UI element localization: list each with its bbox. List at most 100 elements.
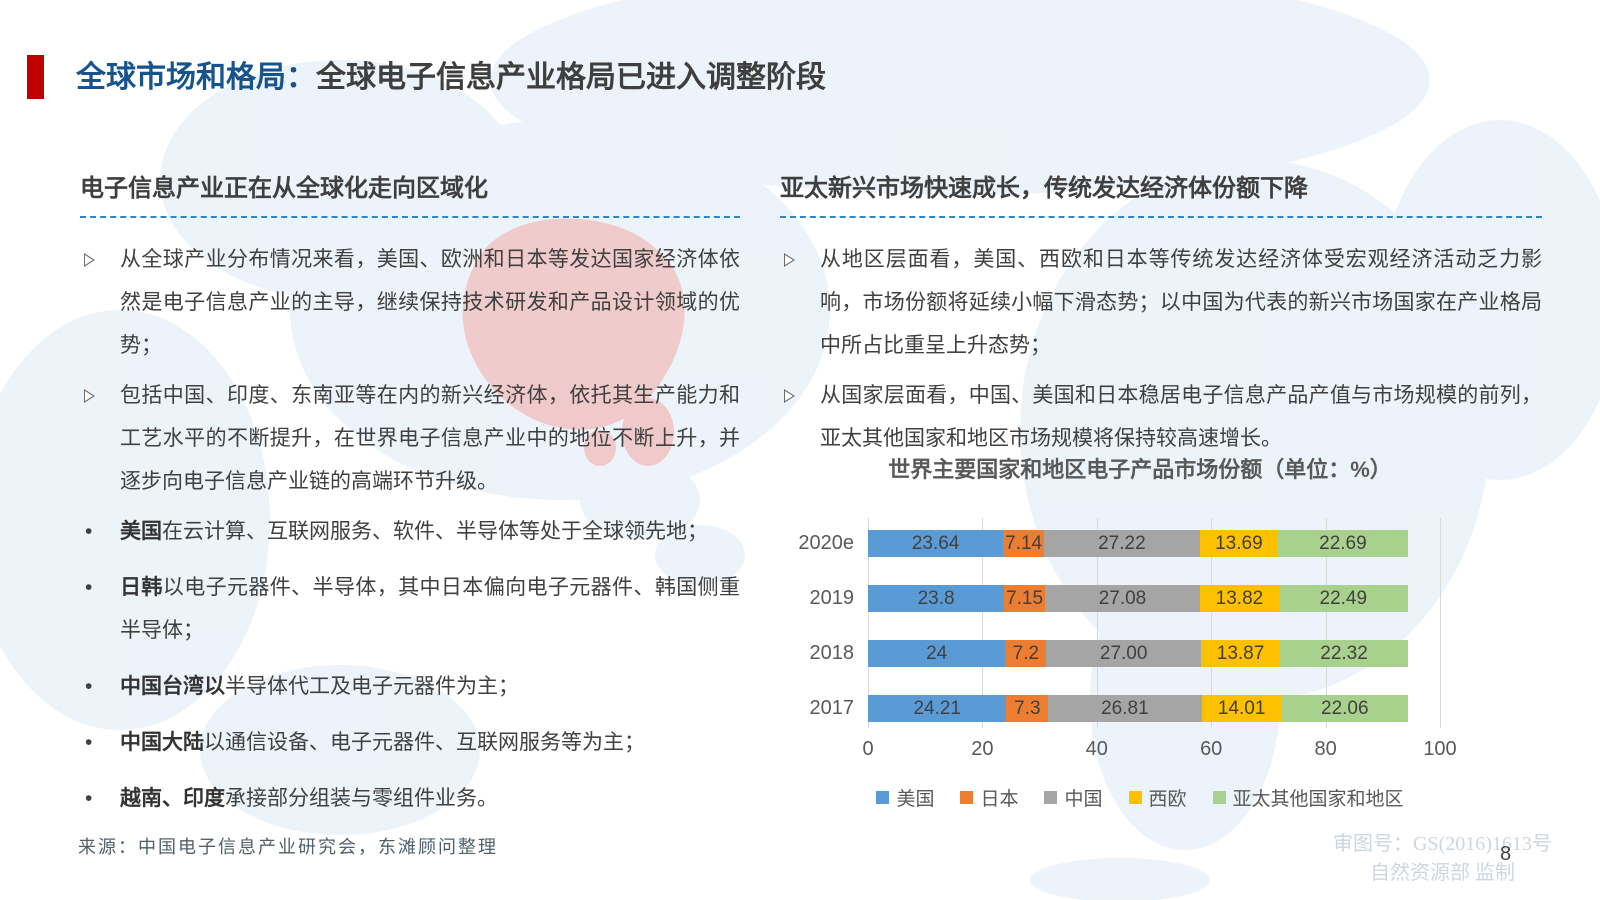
- map-approval-watermark: 审图号：GS(2016)1613号 自然资源部 监制: [1320, 830, 1565, 888]
- legend-label: 日本: [980, 789, 1019, 810]
- axis-tick-label: 40: [1085, 738, 1108, 760]
- bar-segment: 14.01: [1201, 695, 1282, 722]
- dot-bullet-icon: •: [85, 520, 93, 543]
- legend-item: 西欧: [1128, 784, 1187, 811]
- dot-bullet: • 中国大陆以通信设备、电子元器件、互联网服务等为主；: [80, 721, 740, 764]
- right-heading: 亚太新兴市场快速成长，传统发达经济体份额下降: [780, 168, 1542, 218]
- bar-segment: 13.69: [1199, 530, 1279, 557]
- bullet-text: 日韩以电子元器件、半导体，其中日本偏向电子元器件、韩国侧重半导体；: [120, 566, 740, 652]
- bullet-text: 中国台湾以半导体代工及电子元器件为主；: [120, 665, 740, 708]
- axis-tick-label: 20: [971, 738, 994, 760]
- bar-segment: 27.22: [1044, 530, 1200, 557]
- axis-tick-label: 60: [1200, 738, 1223, 760]
- chart-bar-row: 2019 23.8 7.15 27.08 13.82 22.49: [810, 585, 1440, 612]
- bullet-rest: 以通信设备、电子元器件、互联网服务等为主；: [204, 731, 645, 754]
- dot-bullet-icon: •: [85, 675, 93, 698]
- legend-item: 中国: [1044, 784, 1103, 811]
- chart-bar-row: 2017 24.21 7.3 26.81 14.01 22.06: [810, 695, 1440, 722]
- row-label: 2020e: [798, 532, 854, 554]
- watermark-line2: 自然资源部 监制: [1370, 862, 1515, 884]
- legend-label: 亚太其他国家和地区: [1232, 789, 1404, 810]
- bar-segment: 7.3: [1006, 695, 1049, 722]
- bullet-text: 从地区层面看，美国、西欧和日本等传统发达经济体受宏观经济活动乏力影响，市场份额将…: [820, 248, 1542, 357]
- chart-plot: 2020e 23.64 7.14 27.22 13.69 22.69 2019 23.8 7.1…: [798, 518, 1441, 728]
- axis-tick-label: 0: [862, 738, 874, 760]
- bullet-text: 从国家层面看，中国、美国和日本稳居电子信息产品产值与市场规模的前列，亚太其他国家…: [820, 384, 1542, 450]
- market-share-chart: 世界主要国家和地区电子产品市场份额（单位：%） 2020e 23.64 7.14 27…: [780, 452, 1456, 811]
- chart-legend: 美国 日本 中国 西欧 亚太其他国家和地区: [840, 784, 1440, 811]
- page-title: 全球市场和格局：全球电子信息产业格局已进入调整阶段: [76, 52, 826, 96]
- dot-bullet-icon: •: [85, 787, 93, 810]
- arrow-bullet-icon: [780, 374, 820, 460]
- right-column: 亚太新兴市场快速成长，传统发达经济体份额下降 从地区层面看，美国、西欧和日本等传…: [780, 168, 1542, 467]
- axis-tick-label: 80: [1314, 738, 1337, 760]
- legend-label: 美国: [896, 789, 935, 810]
- bullet-lead: 美国: [120, 520, 162, 543]
- arrow-bullet-icon: [780, 238, 820, 367]
- bullet-lead: 越南、印度: [120, 787, 225, 810]
- arrow-bullet: 包括中国、印度、东南亚等在内的新兴经济体，依托其生产能力和工艺水平的不断提升，在…: [80, 374, 740, 503]
- bar-segment: 23.64: [868, 530, 1004, 557]
- bar-segment: 7.2: [1005, 640, 1047, 667]
- bullet-rest: 半导体代工及电子元器件为主；: [225, 675, 519, 698]
- grid-line: [982, 518, 984, 728]
- chart-title: 世界主要国家和地区电子产品市场份额（单位：%）: [888, 457, 1392, 482]
- dot-bullet-icon: •: [85, 576, 93, 599]
- bullet-text: 中国大陆以通信设备、电子元器件、互联网服务等为主；: [120, 721, 740, 764]
- legend-label: 西欧: [1148, 789, 1187, 810]
- legend-item: 日本: [960, 784, 1018, 811]
- legend-label: 中国: [1064, 789, 1103, 810]
- row-label: 2017: [809, 697, 855, 719]
- title-accent-bar: [27, 55, 44, 99]
- bullet-lead: 中国大陆: [120, 731, 204, 754]
- legend-item: 亚太其他国家和地区: [1212, 784, 1404, 811]
- bar-segment: 13.82: [1199, 585, 1279, 612]
- axis-tick-label: 100: [1423, 738, 1457, 760]
- legend-item: 美国: [876, 784, 934, 811]
- row-label: 2019: [809, 587, 855, 609]
- bullet-rest: 承接部分组装与零组件业务。: [225, 787, 498, 810]
- bar-segment: 27.00: [1046, 640, 1201, 667]
- dot-bullet: • 日韩以电子元器件、半导体，其中日本偏向电子元器件、韩国侧重半导体；: [80, 566, 740, 652]
- source-note: 来源：中国电子信息产业研究会，东滩顾问整理: [78, 837, 498, 857]
- legend-swatch: [1044, 791, 1058, 804]
- grid-line: [1440, 518, 1441, 728]
- grid-line: [1096, 518, 1098, 728]
- chart-x-axis: 0 20 40 60 80 100: [862, 738, 1456, 770]
- page-title-lead: 全球市场和格局：: [76, 61, 316, 94]
- arrow-bullet: 从地区层面看，美国、西欧和日本等传统发达经济体受宏观经济活动乏力影响，市场份额将…: [780, 238, 1542, 367]
- bullet-text: 美国在云计算、互联网服务、软件、半导体等处于全球领先地；: [120, 510, 740, 553]
- bar-segment: 24: [868, 640, 1006, 667]
- dot-bullet: • 中国台湾以半导体代工及电子元器件为主；: [80, 665, 740, 708]
- row-label: 2018: [809, 642, 855, 664]
- bullet-rest: 以电子元器件、半导体，其中日本偏向电子元器件、韩国侧重半导体；: [120, 576, 741, 642]
- bar-segment: 22.32: [1280, 640, 1408, 667]
- bar-segment: 22.49: [1278, 585, 1408, 612]
- legend-swatch: [876, 791, 890, 804]
- watermark-line1: 审图号：GS(2016)1613号: [1333, 833, 1552, 855]
- bar-segment: 22.06: [1281, 695, 1408, 722]
- bar-segment: 7.14: [1003, 530, 1045, 557]
- page-number: 8: [1500, 843, 1512, 865]
- dot-bullet-icon: •: [85, 731, 93, 754]
- arrow-bullet: 从全球产业分布情况来看，美国、欧洲和日本等发达国家经济体依然是电子信息产业的主导…: [80, 238, 740, 367]
- chart-bar-row: 2018 24 7.2 27.00 13.87 22.32: [810, 640, 1440, 667]
- bullet-text: 包括中国、印度、东南亚等在内的新兴经济体，依托其生产能力和工艺水平的不断提升，在…: [120, 384, 740, 493]
- bar-segment: 13.87: [1200, 640, 1281, 667]
- grid-line: [868, 518, 869, 728]
- bar-segment: 7.15: [1004, 585, 1046, 612]
- left-heading: 电子信息产业正在从全球化走向区域化: [80, 168, 740, 218]
- bullet-rest: 在云计算、互联网服务、软件、半导体等处于全球领先地；: [162, 520, 708, 543]
- page-title-rest: 全球电子信息产业格局已进入调整阶段: [316, 61, 826, 94]
- bullet-lead: 日韩: [120, 576, 163, 599]
- grid-line: [1325, 518, 1327, 728]
- left-column: 电子信息产业正在从全球化走向区域化 从全球产业分布情况来看，美国、欧洲和日本等发…: [80, 168, 740, 833]
- bullet-text: 越南、印度承接部分组装与零组件业务。: [120, 777, 740, 820]
- dot-bullet: • 美国在云计算、互联网服务、软件、半导体等处于全球领先地；: [80, 510, 740, 553]
- right-bullets: 从地区层面看，美国、西欧和日本等传统发达经济体受宏观经济活动乏力影响，市场份额将…: [780, 238, 1542, 460]
- grid-line: [1211, 518, 1213, 728]
- arrow-bullet: 从国家层面看，中国、美国和日本稳居电子信息产品产值与市场规模的前列，亚太其他国家…: [780, 374, 1542, 460]
- bar-segment: 26.81: [1048, 695, 1202, 722]
